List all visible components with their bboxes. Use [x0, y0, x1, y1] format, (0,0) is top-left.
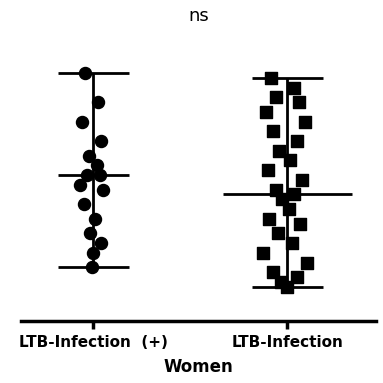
Point	[270, 128, 276, 134]
Point	[295, 99, 301, 105]
Point	[294, 138, 300, 144]
Point	[260, 250, 266, 256]
Point	[89, 264, 95, 270]
Point	[302, 119, 308, 125]
Point	[284, 284, 290, 290]
Point	[278, 279, 284, 285]
Point	[275, 230, 281, 236]
Point	[304, 259, 310, 265]
Point	[299, 177, 305, 183]
Point	[98, 138, 105, 144]
Point	[80, 201, 87, 207]
Point	[95, 99, 101, 105]
Point	[294, 274, 300, 280]
Point	[291, 85, 297, 91]
Point	[297, 221, 303, 227]
Point	[100, 187, 106, 193]
Point	[270, 269, 276, 275]
Point	[266, 216, 272, 222]
Point	[268, 75, 274, 81]
Point	[97, 172, 103, 178]
Point	[276, 148, 282, 154]
Point	[92, 216, 98, 222]
Point	[291, 192, 297, 198]
Point	[289, 240, 295, 246]
Point	[273, 187, 279, 193]
X-axis label: Women: Women	[164, 358, 233, 376]
Point	[77, 182, 83, 188]
Point	[273, 94, 279, 100]
Point	[79, 119, 85, 125]
Point	[98, 240, 105, 246]
Point	[263, 109, 269, 115]
Point	[82, 70, 88, 76]
Point	[286, 206, 292, 212]
Point	[85, 152, 92, 159]
Point	[265, 167, 271, 173]
Point	[287, 157, 293, 164]
Point	[93, 162, 100, 169]
Title: ns: ns	[188, 7, 209, 25]
Point	[90, 250, 97, 256]
Point	[87, 230, 93, 236]
Point	[279, 196, 285, 203]
Point	[84, 172, 90, 178]
